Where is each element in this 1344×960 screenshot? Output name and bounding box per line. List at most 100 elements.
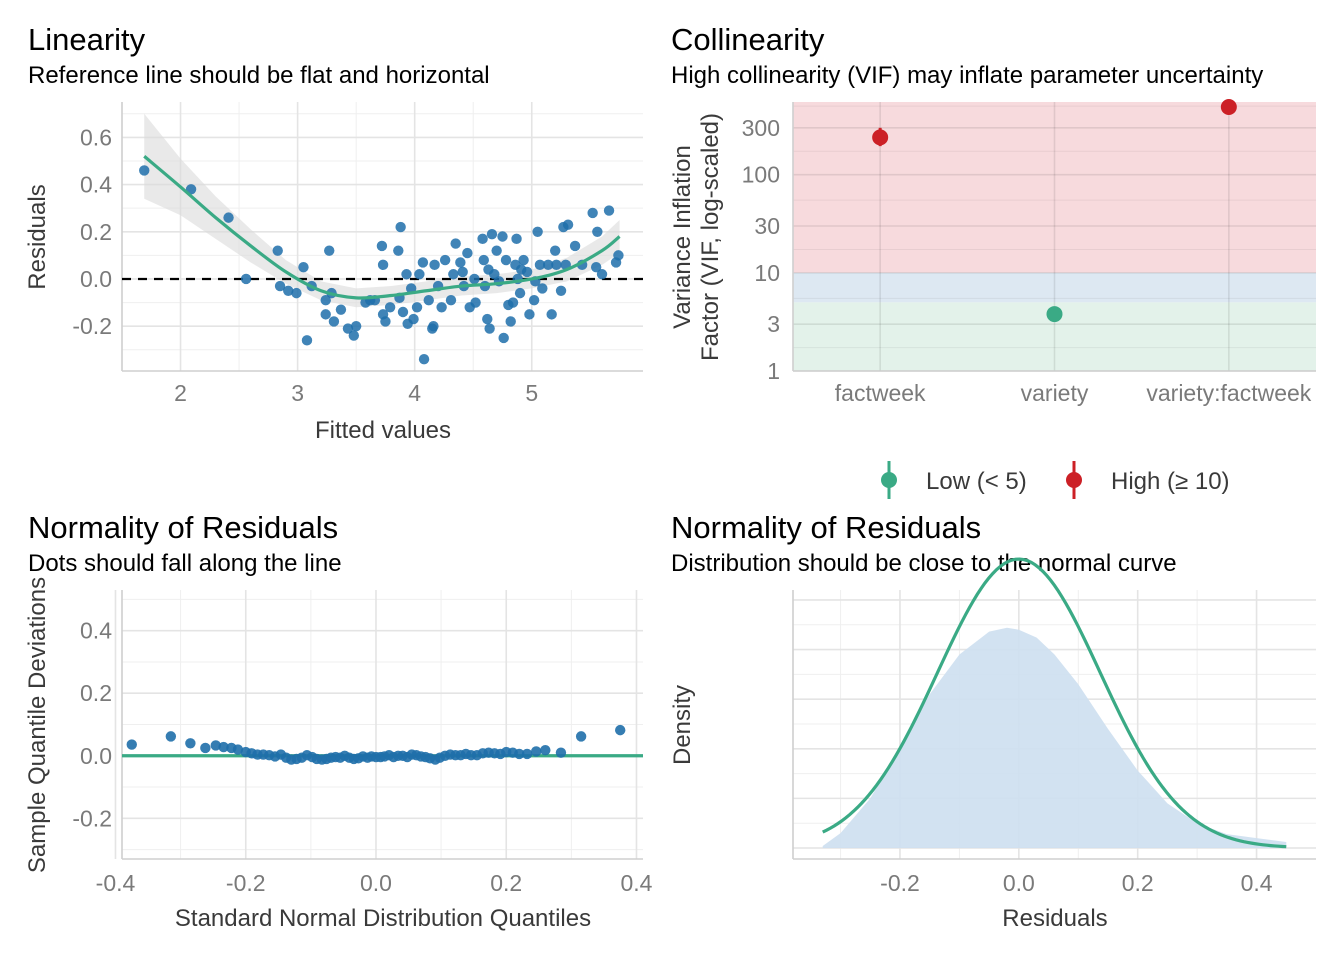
residual-point: [274, 280, 286, 292]
y-tick-label: 10: [754, 260, 780, 286]
y-tick-label: 0.2: [80, 219, 112, 245]
residual-point: [518, 254, 529, 266]
residual-point: [380, 316, 391, 327]
x-tick-label: 0.2: [1122, 870, 1154, 896]
residual-point: [401, 269, 412, 280]
linearity-y-title: Residuals: [24, 184, 51, 289]
residual-point: [348, 330, 360, 341]
residual-point: [328, 316, 340, 327]
y-tick-label: 3: [767, 311, 780, 337]
density-subtitle: Distribution should be close to the norm…: [671, 550, 1177, 577]
legend-low-label: Low (< 5): [926, 468, 1027, 495]
qq-point: [126, 739, 137, 750]
qq-point: [555, 747, 567, 758]
residual-point: [301, 335, 313, 346]
collinearity-legend: Low (< 5) High (≥ 10): [881, 461, 1230, 499]
residual-point: [524, 309, 535, 320]
legend-high-key-dot: [1066, 472, 1082, 488]
residual-point: [590, 261, 602, 273]
residual-point: [596, 269, 608, 280]
qq-y-title: Sample Quantile Deviations: [24, 577, 51, 873]
residual-point: [528, 295, 540, 306]
residual-point: [549, 245, 561, 256]
y-tick-label: -0.2: [72, 313, 112, 339]
residual-point: [469, 273, 480, 285]
residual-point: [414, 269, 425, 280]
residual-point: [324, 245, 335, 256]
residual-point: [272, 245, 283, 256]
linearity-smooth-line: [143, 155, 621, 300]
density-title: Normality of Residuals: [671, 510, 981, 545]
legend-low-key-dot: [881, 472, 897, 488]
density-x-title: Residuals: [1002, 905, 1107, 932]
residual-point: [514, 287, 526, 299]
collinearity-panel: Collinearity High collinearity (VIF) may…: [669, 22, 1316, 499]
collinearity-ticks: factweek variety variety:factweek 1 3 10 30 100…: [742, 115, 1312, 406]
residual-point: [551, 259, 562, 271]
qq-point: [514, 748, 525, 760]
residual-point: [320, 309, 331, 320]
residual-point: [393, 245, 404, 256]
qq-point: [575, 731, 587, 742]
qq-point: [540, 744, 551, 756]
residual-point: [486, 228, 498, 240]
qq-point: [530, 746, 542, 757]
collinearity-subtitle: High collinearity (VIF) may inflate para…: [671, 62, 1263, 89]
residual-point: [411, 302, 423, 313]
density-panel: Normality of Residuals Distribution shou…: [669, 510, 1316, 932]
legend-high-label: High (≥ 10): [1111, 468, 1230, 495]
residual-point: [532, 226, 543, 237]
collinearity-title: Collinearity: [671, 22, 825, 57]
residual-point: [429, 259, 440, 271]
y-tick-label: 0.6: [80, 124, 112, 150]
x-tick-label: 4: [408, 380, 421, 406]
normal-curve-line: [822, 557, 1287, 849]
x-tick-label: -0.4: [96, 870, 136, 896]
linearity-ticks: 2 3 4 5 -0.2 0.0 0.2 0.4 0.6: [72, 124, 538, 406]
qq-panel: Normality of Residuals Dots should fall …: [24, 510, 653, 932]
collinearity-y-title-line-1: Variance Inflation: [669, 145, 696, 329]
residual-point: [240, 273, 252, 285]
residual-point: [320, 295, 331, 306]
moderate-vif-band: [793, 272, 1316, 303]
residual-point: [350, 320, 362, 332]
y-tick-label: 0.2: [80, 680, 112, 706]
y-tick-label: 0.4: [80, 618, 112, 644]
qq-point: [165, 731, 177, 742]
residual-point: [445, 295, 457, 306]
residual-point: [439, 254, 451, 266]
qq-subtitle: Dots should fall along the line: [28, 550, 342, 577]
residual-point: [450, 238, 461, 249]
residual-point: [139, 165, 150, 176]
qq-point: [185, 738, 196, 749]
y-tick-label: 300: [742, 115, 780, 141]
collinearity-points: [872, 99, 1237, 323]
residual-point: [603, 205, 615, 216]
residual-point: [478, 254, 489, 266]
residual-point: [457, 266, 468, 278]
vif-point: [872, 129, 889, 146]
residual-point: [428, 320, 439, 332]
x-tick-label: 0.4: [1241, 870, 1273, 896]
linearity-x-title: Fitted values: [315, 417, 451, 444]
residual-point: [477, 233, 488, 245]
qq-grid: [114, 590, 643, 860]
x-tick-label: 0.2: [490, 870, 522, 896]
residual-point: [587, 207, 598, 219]
residual-point: [397, 306, 409, 318]
qq-point: [200, 742, 211, 754]
linearity-ci-band: [144, 113, 620, 308]
linearity-subtitle: Reference line should be flat and horizo…: [28, 62, 490, 89]
x-tick-label: 0.0: [360, 870, 392, 896]
residual-point: [569, 240, 581, 252]
qq-point: [615, 724, 626, 736]
qq-point: [218, 741, 229, 753]
residual-point: [223, 212, 234, 223]
x-tick-label: -0.2: [880, 870, 920, 896]
y-tick-label: 0.0: [80, 743, 112, 769]
linearity-panel: Linearity Reference line should be flat …: [24, 22, 643, 444]
residual-point: [395, 221, 406, 233]
y-tick-label: 0.4: [80, 172, 112, 198]
qq-ticks: -0.4 -0.2 0.0 0.2 0.4 -0.2 0.0 0.2 0.4: [72, 618, 652, 896]
